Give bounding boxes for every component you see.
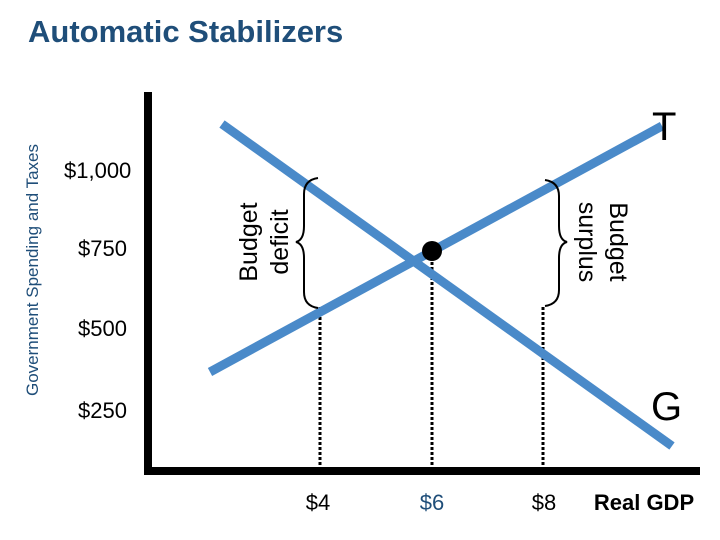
y-tick-500: $500 <box>78 316 127 341</box>
y-tick-750: $750 <box>78 236 127 261</box>
y-tick-250: $250 <box>78 398 127 423</box>
surplus-label-line1: Budget <box>604 202 632 281</box>
x-tick-4: $4 <box>306 490 330 515</box>
surplus-label-line2: surplus <box>573 202 601 283</box>
deficit-brace <box>295 177 319 309</box>
deficit-label-line2: deficit <box>266 209 294 274</box>
surplus-brace <box>544 179 568 307</box>
spending-curve-label: G <box>651 385 682 429</box>
tax-curve-label: T <box>652 105 676 149</box>
y-axis-label: Government Spending and Taxes <box>23 144 42 396</box>
deficit-label-line1: Budget <box>235 202 263 281</box>
y-tick-1000: $1,000 <box>64 158 131 183</box>
x-axis-label: Real GDP <box>594 490 694 515</box>
equilibrium-point <box>422 241 442 261</box>
spending-line-g <box>219 120 675 450</box>
x-tick-8: $8 <box>532 490 556 515</box>
x-tick-6: $6 <box>420 490 444 515</box>
diagram-title: Automatic Stabilizers <box>28 14 343 49</box>
